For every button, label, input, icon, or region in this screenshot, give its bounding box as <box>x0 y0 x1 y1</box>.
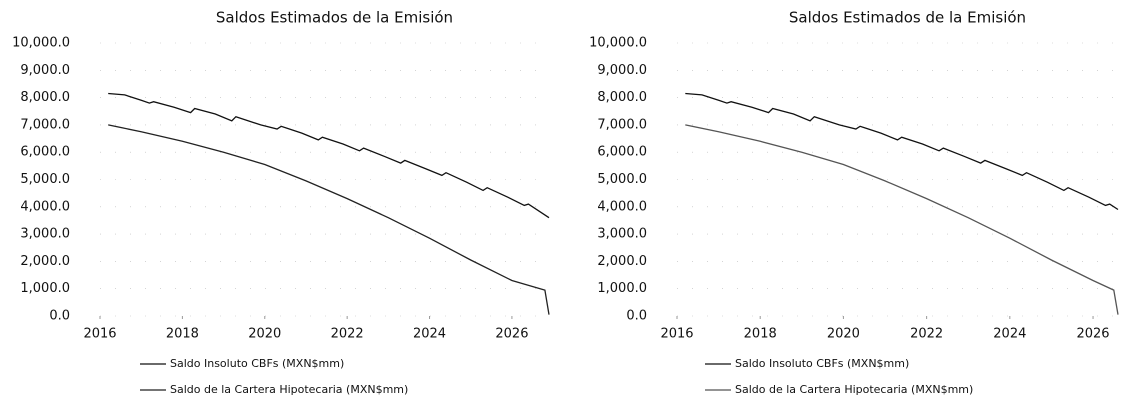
y-tick-label: 8,000.0 <box>597 90 647 105</box>
y-tick-label: 4,000.0 <box>597 199 647 214</box>
x-tick-label: 2020 <box>827 327 860 342</box>
y-tick-label: 7,000.0 <box>20 117 70 132</box>
y-tick-label: 10,000.0 <box>589 36 647 51</box>
y-tick-label: 6,000.0 <box>20 145 70 160</box>
y-tick-label: 1,000.0 <box>20 281 70 296</box>
x-tick-label: 2024 <box>993 327 1026 342</box>
x-tick-label: 2020 <box>248 327 281 342</box>
y-tick-label: 7,000.0 <box>597 117 647 132</box>
legend-label: Saldo Insoluto CBFs (MXN$mm) <box>735 357 909 370</box>
y-tick-label: 2,000.0 <box>597 254 647 269</box>
x-tick-label: 2018 <box>166 327 199 342</box>
line <box>108 124 550 315</box>
y-tick-label: 5,000.0 <box>20 172 70 187</box>
line <box>685 124 1119 315</box>
y-tick-label: 3,000.0 <box>597 227 647 242</box>
y-tick-label: 9,000.0 <box>20 63 70 78</box>
y-tick-label: 0.0 <box>49 309 70 324</box>
x-tick-label: 2018 <box>744 327 777 342</box>
x-tick-label: 2022 <box>331 327 364 342</box>
x-tick-label: 2026 <box>1076 327 1109 342</box>
y-tick-label: 2,000.0 <box>20 254 70 269</box>
line <box>685 92 1119 211</box>
y-tick-label: 1,000.0 <box>597 281 647 296</box>
x-tick-label: 2016 <box>83 327 116 342</box>
y-tick-label: 0.0 <box>626 309 647 324</box>
line <box>108 92 550 219</box>
x-tick-label: 2022 <box>910 327 943 342</box>
legend-label: Saldo Insoluto CBFs (MXN$mm) <box>170 357 344 370</box>
legend-label: Saldo de la Cartera Hipotecaria (MXN$mm) <box>170 383 408 396</box>
x-tick-label: 2016 <box>660 327 693 342</box>
x-tick-label: 2024 <box>413 327 446 342</box>
y-tick-label: 3,000.0 <box>20 227 70 242</box>
y-tick-label: 6,000.0 <box>597 145 647 160</box>
y-tick-label: 8,000.0 <box>20 90 70 105</box>
legend-label: Saldo de la Cartera Hipotecaria (MXN$mm) <box>735 383 973 396</box>
y-tick-label: 9,000.0 <box>597 63 647 78</box>
chart-title: Saldos Estimados de la Emisión <box>789 9 1026 27</box>
y-tick-label: 4,000.0 <box>20 199 70 214</box>
y-tick-label: 5,000.0 <box>597 172 647 187</box>
x-tick-label: 2026 <box>495 327 528 342</box>
y-tick-label: 10,000.0 <box>12 36 70 51</box>
chart-title: Saldos Estimados de la Emisión <box>216 9 453 27</box>
